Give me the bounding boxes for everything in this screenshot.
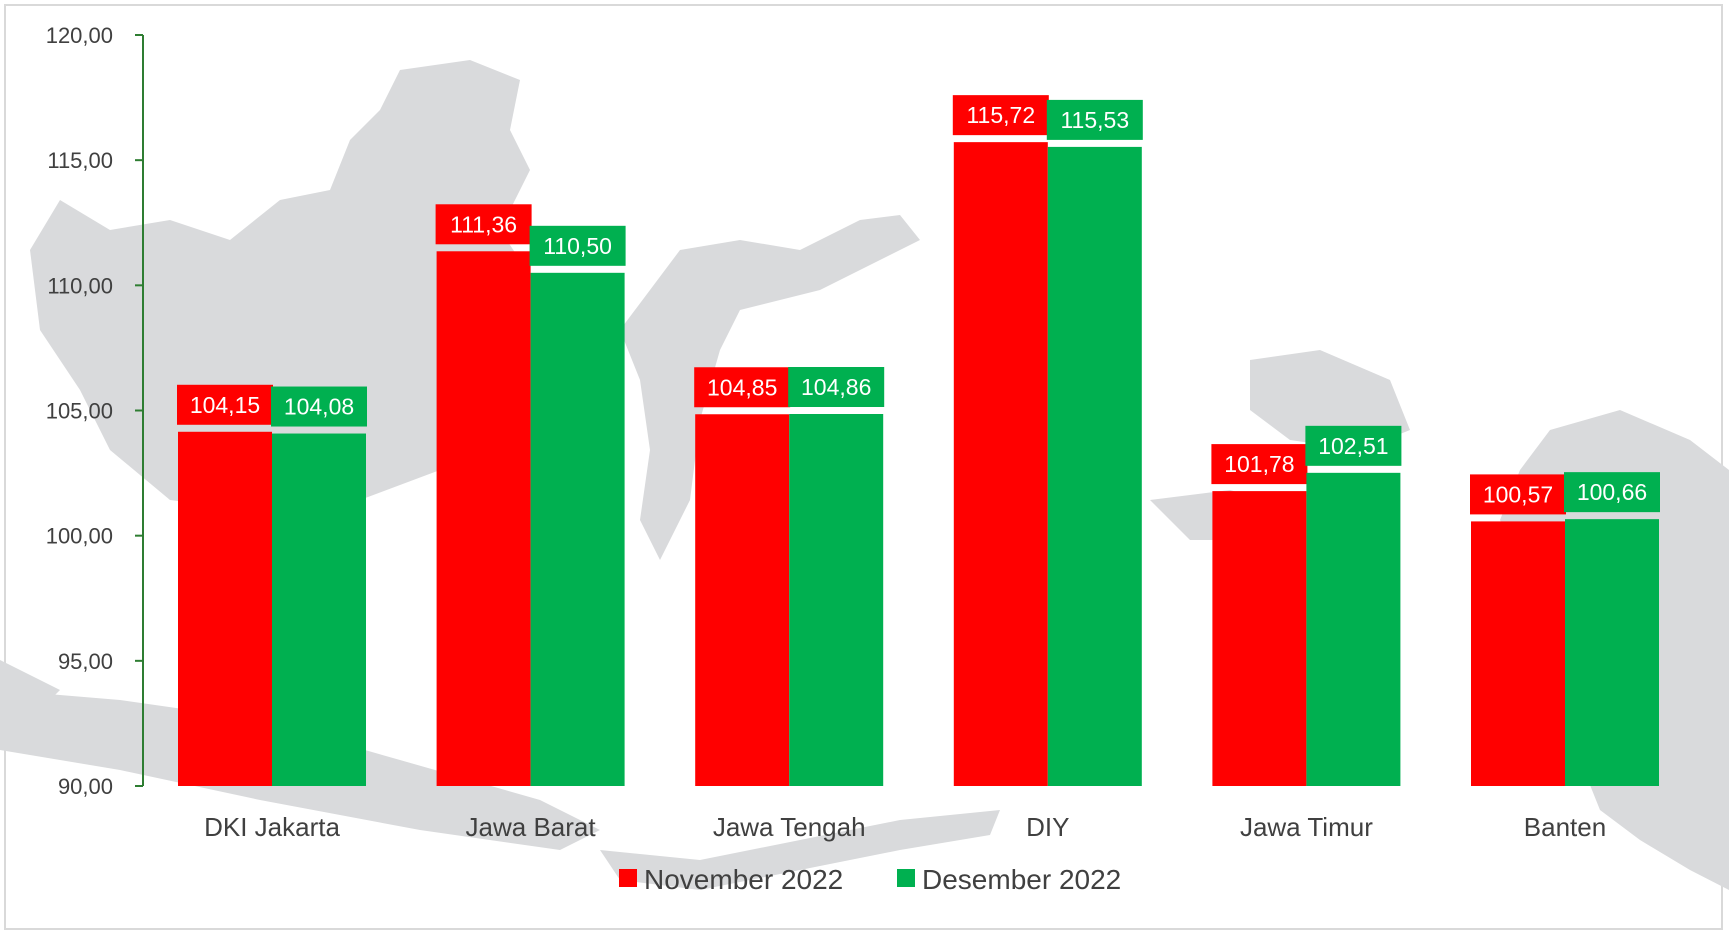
data-label: 115,53	[1060, 107, 1129, 133]
bar-desember	[530, 272, 625, 787]
data-label-box	[788, 367, 885, 408]
legend-label: Desember 2022	[922, 864, 1121, 895]
bar-desember	[1047, 146, 1142, 787]
bar-november	[436, 251, 531, 787]
y-tick-label: 120,00	[46, 23, 113, 48]
data-label: 104,15	[190, 392, 260, 418]
data-label-box	[952, 95, 1049, 136]
bar-november	[1471, 521, 1565, 786]
data-label: 101,78	[1224, 451, 1294, 477]
bar-november	[178, 431, 272, 786]
bar-desember	[1565, 519, 1659, 786]
data-label-box	[529, 225, 626, 266]
category-label: Jawa Barat	[466, 812, 597, 842]
data-label-box	[1470, 474, 1566, 515]
legend-swatch	[897, 869, 915, 887]
data-label: 115,72	[966, 102, 1035, 128]
bar-november	[953, 142, 1048, 786]
y-tick-label: 90,00	[58, 774, 113, 799]
data-label: 104,85	[707, 374, 777, 400]
category-label: DKI Jakarta	[204, 812, 340, 842]
data-label-box	[1564, 472, 1660, 513]
data-label: 100,66	[1577, 479, 1647, 505]
data-label-box	[177, 384, 273, 425]
bar-november	[1212, 491, 1307, 786]
data-label: 111,36	[450, 211, 517, 237]
category-label: Banten	[1524, 812, 1606, 842]
legend-label: November 2022	[644, 864, 843, 895]
legend-swatch	[619, 869, 637, 887]
y-tick-label: 105,00	[46, 399, 113, 424]
data-label: 100,57	[1483, 481, 1553, 507]
data-label-box	[271, 386, 367, 427]
data-label: 102,51	[1318, 433, 1388, 459]
data-label: 104,86	[801, 374, 871, 400]
data-label-box	[1305, 425, 1402, 466]
data-label: 104,08	[284, 394, 354, 420]
bar-desember	[789, 414, 884, 786]
y-tick-label: 95,00	[58, 649, 113, 674]
data-label-box	[435, 204, 532, 245]
bar-desember	[1306, 472, 1401, 786]
data-label-box	[694, 367, 791, 408]
data-label-box	[1211, 444, 1308, 485]
y-tick-label: 100,00	[46, 524, 113, 549]
data-label: 110,50	[543, 233, 612, 259]
y-tick-label: 115,00	[47, 148, 113, 173]
bar-desember	[272, 433, 366, 786]
category-label: Jawa Tengah	[713, 812, 866, 842]
bar-november	[695, 414, 790, 786]
data-label-box	[1046, 99, 1143, 140]
y-tick-label: 110,00	[47, 273, 113, 298]
category-label: Jawa Timur	[1240, 812, 1373, 842]
category-label: DIY	[1026, 812, 1069, 842]
